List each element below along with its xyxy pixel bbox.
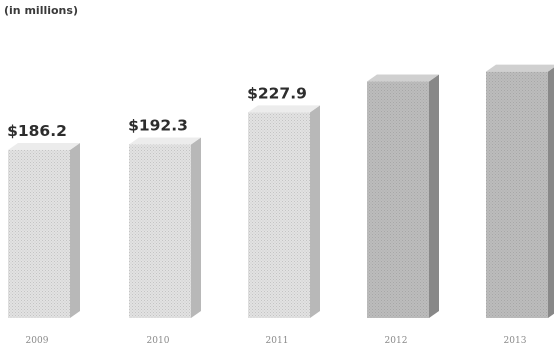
x-tick-labels-group: 2009 2010 2011 2012 2013: [26, 336, 527, 346]
bar-2013-side: [548, 67, 554, 318]
bar-2013-texture: [486, 71, 548, 319]
value-label-2009: $186.2: [7, 122, 67, 140]
bar-2012-top: [367, 74, 439, 82]
bar-2009-texture: [8, 149, 70, 318]
value-label-2010: $192.3: [128, 116, 188, 134]
bar-2010-side: [191, 137, 201, 318]
value-label-2011: $227.9: [247, 84, 307, 102]
x-tick-label-2012: 2012: [385, 336, 408, 346]
x-tick-label-2011: 2011: [266, 336, 289, 346]
bar-2012-side: [429, 74, 439, 318]
bar-2010-texture: [129, 144, 191, 318]
bar-2011-top: [248, 105, 320, 113]
bar-2011-side: [310, 105, 320, 318]
bar-2012-texture: [367, 81, 429, 318]
bar-2009-side: [70, 142, 80, 318]
unit-label: (in millions): [4, 4, 78, 17]
x-tick-label-2009: 2009: [26, 336, 49, 346]
bar-2009-top: [8, 142, 80, 150]
x-tick-label-2010: 2010: [147, 336, 170, 346]
bar-2010-top: [129, 137, 201, 145]
bar-2013-top: [486, 64, 554, 72]
x-tick-label-2013: 2013: [504, 336, 527, 346]
bars-group: [8, 64, 554, 319]
bar-2011-texture: [248, 112, 310, 318]
value-labels-group: $186.2 $192.3 $227.9: [7, 84, 307, 140]
